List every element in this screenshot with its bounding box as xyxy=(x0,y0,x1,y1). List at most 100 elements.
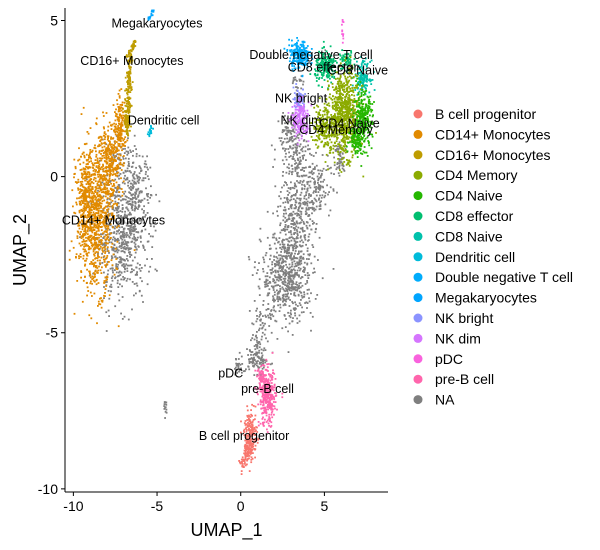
data-point xyxy=(90,317,93,320)
data-point xyxy=(282,141,285,143)
data-point xyxy=(104,195,107,198)
data-point xyxy=(107,225,110,228)
data-point xyxy=(244,370,246,372)
data-point xyxy=(127,247,130,250)
data-point xyxy=(126,131,129,134)
data-point xyxy=(286,284,288,287)
data-point xyxy=(91,236,94,239)
data-point xyxy=(68,249,71,252)
data-point xyxy=(115,267,118,270)
data-point xyxy=(297,209,300,211)
data-point xyxy=(265,281,267,284)
data-point xyxy=(81,226,84,229)
data-point xyxy=(127,157,130,160)
data-point xyxy=(291,281,294,283)
data-point xyxy=(305,208,308,211)
data-point xyxy=(80,199,83,202)
data-point xyxy=(285,270,287,272)
data-point xyxy=(304,52,307,55)
data-point xyxy=(93,147,96,149)
data-point xyxy=(264,349,267,351)
data-point xyxy=(126,97,129,99)
data-point xyxy=(361,86,363,89)
data-point xyxy=(114,247,117,250)
data-point xyxy=(282,228,285,230)
data-point xyxy=(297,293,300,296)
data-point xyxy=(255,353,258,356)
data-point xyxy=(298,320,301,323)
data-point xyxy=(104,239,107,242)
data-point xyxy=(154,229,157,232)
data-point xyxy=(283,47,286,50)
data-point xyxy=(292,54,294,56)
data-point xyxy=(98,143,101,146)
data-point xyxy=(110,286,113,288)
data-point xyxy=(284,155,287,158)
data-point xyxy=(101,211,104,214)
data-point xyxy=(313,186,316,189)
data-point xyxy=(100,196,103,198)
data-point xyxy=(312,222,314,225)
data-point xyxy=(132,177,135,179)
data-point xyxy=(80,184,83,186)
data-point xyxy=(250,353,252,356)
data-point xyxy=(82,197,85,200)
data-point xyxy=(110,255,113,258)
data-point xyxy=(259,374,262,376)
data-point xyxy=(285,219,288,222)
data-point xyxy=(103,207,106,209)
data-point xyxy=(258,329,260,332)
data-point xyxy=(144,173,147,176)
data-point xyxy=(288,280,291,283)
data-point xyxy=(287,330,289,333)
data-point xyxy=(142,211,145,214)
data-point xyxy=(296,173,299,176)
data-point xyxy=(288,38,290,41)
data-point xyxy=(110,259,113,262)
data-point xyxy=(83,243,86,245)
data-point xyxy=(97,229,100,232)
data-point xyxy=(310,55,313,57)
data-point xyxy=(296,322,299,324)
data-point xyxy=(131,198,134,201)
data-point xyxy=(123,177,126,180)
data-point xyxy=(94,177,97,180)
data-point xyxy=(269,281,272,284)
data-point xyxy=(329,64,332,66)
data-point xyxy=(342,64,345,66)
data-point xyxy=(294,242,297,244)
data-point xyxy=(265,252,268,254)
data-point xyxy=(284,221,287,223)
data-point xyxy=(111,157,114,159)
data-point xyxy=(304,145,307,148)
data-point xyxy=(322,180,324,183)
data-point xyxy=(93,192,95,195)
data-point xyxy=(115,170,118,173)
data-point xyxy=(108,241,111,244)
data-point xyxy=(125,263,128,266)
data-point xyxy=(308,201,311,204)
data-point xyxy=(141,218,143,221)
data-point xyxy=(282,260,285,263)
data-point xyxy=(300,174,303,177)
data-point xyxy=(105,153,108,156)
data-point xyxy=(297,49,299,52)
data-point xyxy=(271,362,273,365)
data-point xyxy=(91,209,93,211)
data-point xyxy=(358,72,361,74)
data-point xyxy=(274,271,277,274)
data-point xyxy=(294,199,297,202)
data-point xyxy=(98,241,101,243)
data-point xyxy=(296,284,299,286)
data-point xyxy=(143,205,145,208)
data-point xyxy=(122,158,125,160)
data-point xyxy=(103,127,105,130)
data-point xyxy=(104,150,107,153)
data-point xyxy=(272,299,274,301)
data-point xyxy=(273,255,276,258)
data-point xyxy=(125,123,128,126)
data-point xyxy=(306,302,309,304)
data-point xyxy=(316,294,319,296)
data-point xyxy=(336,132,338,135)
data-point xyxy=(137,196,139,198)
